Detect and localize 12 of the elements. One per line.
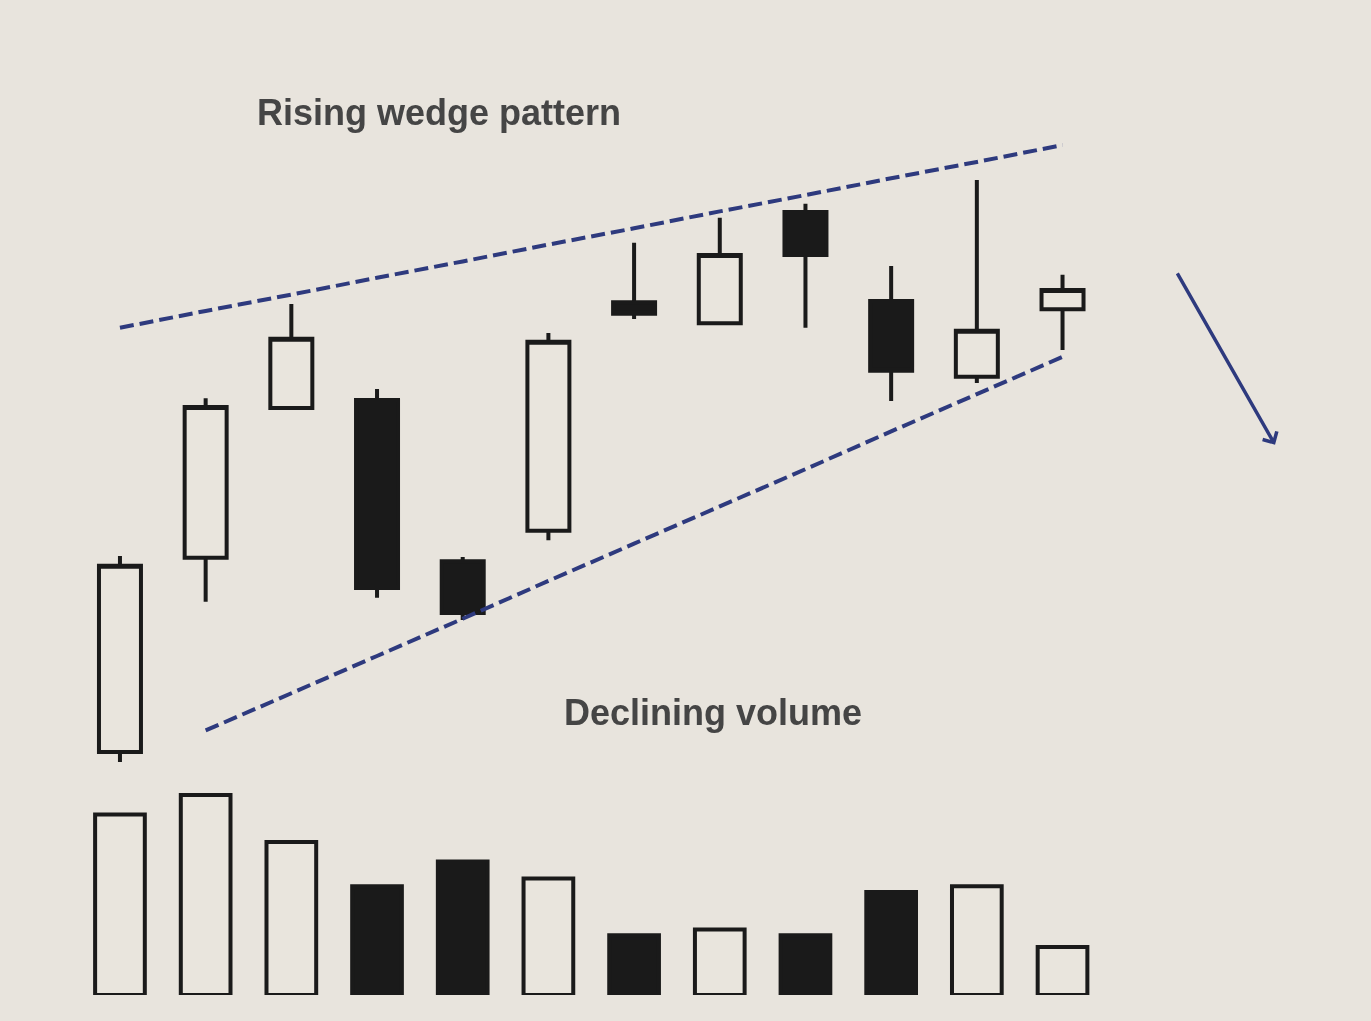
- candlestick: [1039, 274, 1086, 350]
- candlestick: [868, 266, 915, 402]
- candlestick: [182, 398, 229, 602]
- candlestick: [525, 333, 572, 541]
- candlestick: [611, 242, 658, 320]
- candlestick: [439, 557, 486, 620]
- chart-title: Rising wedge pattern: [257, 92, 622, 133]
- candlestick: [782, 203, 829, 328]
- chart-title: Declining volume: [564, 692, 863, 733]
- candlestick: [953, 179, 1000, 384]
- candlestick: [96, 555, 143, 762]
- candlestick: [354, 388, 401, 598]
